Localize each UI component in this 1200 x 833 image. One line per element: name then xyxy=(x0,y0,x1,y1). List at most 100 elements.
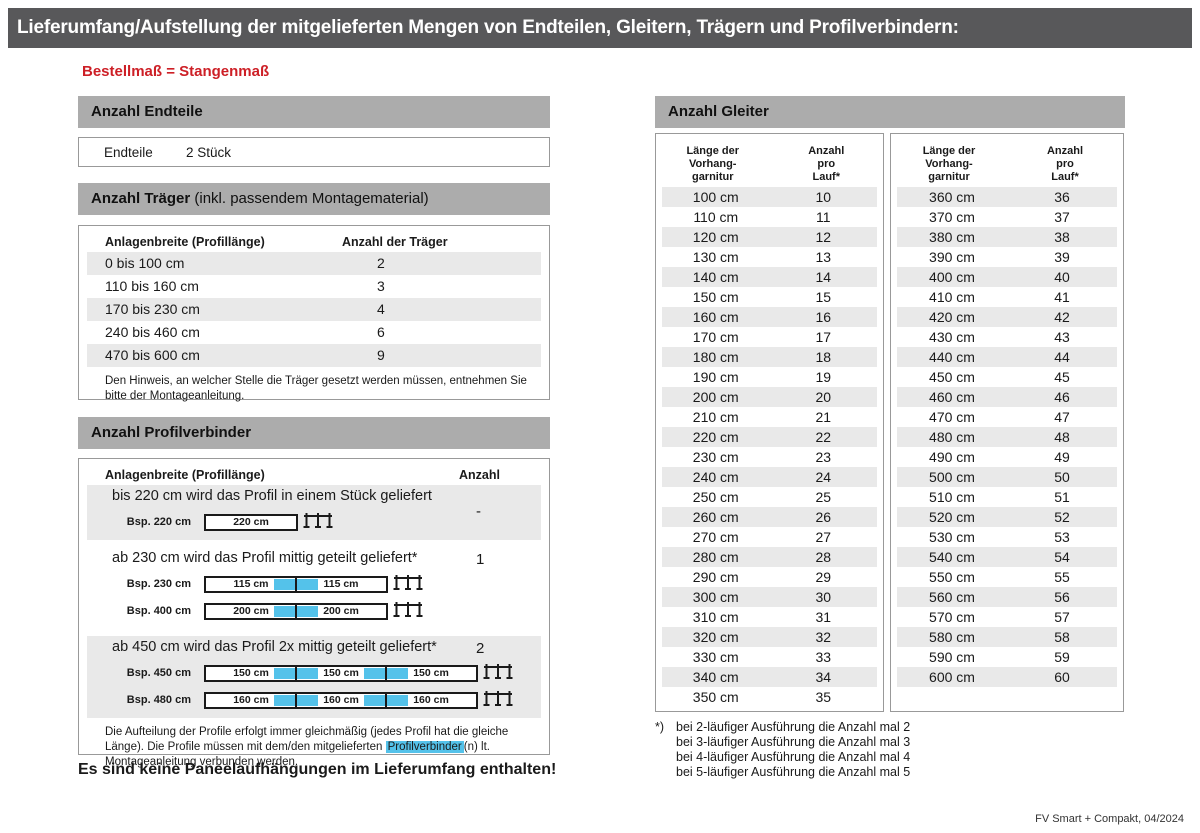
count-cell: 33 xyxy=(815,649,832,665)
gleiter-row: 560 cm 56 xyxy=(897,587,1117,607)
length-cell: 510 cm xyxy=(929,489,975,505)
traeger-rows: 0 bis 100 cm 2 110 bis 160 cm 3 170 bis 230 … xyxy=(87,252,541,367)
gleiter-row: 440 cm 44 xyxy=(897,347,1117,367)
gleiter-row: 190 cm 19 xyxy=(662,367,877,387)
gleiter-row: 210 cm 21 xyxy=(662,407,877,427)
count-cell: 30 xyxy=(815,589,832,605)
length-cell: 580 cm xyxy=(929,629,975,645)
example-label: Bsp. 400 cm xyxy=(126,605,191,617)
length-cell: 370 cm xyxy=(929,209,975,225)
gleiter-row: 350 cm 35 xyxy=(662,687,877,707)
length-cell: 120 cm xyxy=(692,229,739,245)
count-cell: 18 xyxy=(815,349,832,365)
length-cell: 330 cm xyxy=(692,649,739,665)
gleiter-row: 100 cm 10 xyxy=(662,187,877,207)
count-cell: 41 xyxy=(1054,289,1070,305)
section-title-profilverbinder: Anzahl Profilverbinder xyxy=(91,424,252,441)
count-cell: 3 xyxy=(377,278,385,294)
gleiter-row: 500 cm 50 xyxy=(897,467,1117,487)
count-cell: 9 xyxy=(377,347,385,363)
profile-bar: 220 cm xyxy=(204,513,298,531)
count-cell: 16 xyxy=(815,309,832,325)
count-cell: 22 xyxy=(815,429,832,445)
count-cell: 21 xyxy=(815,409,832,425)
gleiter-row: 460 cm 46 xyxy=(897,387,1117,407)
segment-label: 115 cm xyxy=(323,577,359,590)
profile-end-icon xyxy=(393,600,423,622)
joint-line xyxy=(295,577,297,591)
profile-bar: 150 cm 150 cm 150 cm xyxy=(204,664,478,682)
gleiter-row: 130 cm 13 xyxy=(662,247,877,267)
profile-description: bis 220 cm wird das Profil in einem Stüc… xyxy=(112,488,432,504)
traeger-note: Den Hinweis, an welcher Stelle die Träge… xyxy=(105,375,527,402)
count-cell: 42 xyxy=(1054,309,1070,325)
length-cell: 520 cm xyxy=(929,509,975,525)
count-cell: 15 xyxy=(815,289,832,305)
length-cell: 470 cm xyxy=(929,409,975,425)
length-cell: 420 cm xyxy=(929,309,975,325)
count-cell: 20 xyxy=(815,389,832,405)
count-cell: 49 xyxy=(1054,449,1070,465)
segment-label: 160 cm xyxy=(233,693,269,706)
range-cell: 470 bis 600 cm xyxy=(105,347,200,363)
profilverbinder-highlight: Profilverbinder xyxy=(385,741,464,753)
endteile-label: Endteile xyxy=(104,144,153,160)
length-cell: 560 cm xyxy=(929,589,975,605)
count-cell: 10 xyxy=(815,189,832,205)
count-cell: 4 xyxy=(377,301,385,317)
gleiter-row: 120 cm 12 xyxy=(662,227,877,247)
gleiter-row: 430 cm 43 xyxy=(897,327,1117,347)
count-cell: 27 xyxy=(815,529,832,545)
profilverbinder-count: - xyxy=(476,502,481,520)
profile-example: Bsp. 220 cm 220 cm xyxy=(87,511,541,533)
gleiter-row: 320 cm 32 xyxy=(662,627,877,647)
profilverbinder-count: 2 xyxy=(476,640,485,657)
gleiter-row: 380 cm 38 xyxy=(897,227,1117,247)
traeger-col2-header: Anzahl der Träger xyxy=(342,235,448,249)
segment-label: 220 cm xyxy=(233,515,269,528)
count-cell: 28 xyxy=(815,549,832,565)
length-cell: 230 cm xyxy=(692,449,739,465)
segment-label: 150 cm xyxy=(413,666,449,679)
count-cell: 11 xyxy=(815,209,831,225)
count-cell: 32 xyxy=(815,629,832,645)
gleiter-rows-2: 360 cm 36 370 cm 37 380 cm 38 390 cm 39 400 cm 40… xyxy=(891,187,1123,687)
count-cell: 45 xyxy=(1054,369,1070,385)
count-cell: 26 xyxy=(815,509,832,525)
length-cell: 490 cm xyxy=(929,449,975,465)
profile-end-icon xyxy=(483,662,513,684)
gleiter-row: 480 cm 48 xyxy=(897,427,1117,447)
count-cell: 50 xyxy=(1054,469,1070,485)
gleiter-col2-header: Anzahl pro Lauf* xyxy=(1046,145,1084,183)
profilverbinder-col2-header: Anzahl xyxy=(459,468,500,482)
gleiter-row: 260 cm 26 xyxy=(662,507,877,527)
gleiter-row: 530 cm 53 xyxy=(897,527,1117,547)
footnote-marker xyxy=(655,735,676,750)
profilverbinder-col1-header: Anlagenbreite (Profillänge) xyxy=(105,468,265,482)
page-title: Lieferumfang/Aufstellung der mitgeliefer… xyxy=(17,17,959,38)
gleiter-row: 250 cm 25 xyxy=(662,487,877,507)
count-cell: 2 xyxy=(377,255,385,271)
gleiter-row: 370 cm 37 xyxy=(897,207,1117,227)
endteile-value: 2 Stück xyxy=(186,144,232,160)
count-cell: 14 xyxy=(815,269,832,285)
section-title-traeger: Anzahl Träger xyxy=(91,190,191,207)
gleiter-table-2-header: Länge der Vorhang-garnitur Anzahl pro Lauf* xyxy=(891,142,1123,187)
count-cell: 60 xyxy=(1054,669,1070,685)
length-cell: 350 cm xyxy=(692,689,739,705)
gleiter-row: 590 cm 59 xyxy=(897,647,1117,667)
length-cell: 280 cm xyxy=(692,549,739,565)
footnote-marker xyxy=(655,765,676,780)
count-cell: 23 xyxy=(815,449,832,465)
count-cell: 54 xyxy=(1054,549,1070,565)
count-cell: 13 xyxy=(815,249,832,265)
footnote-text: bei 5-läufiger Ausführung die Anzahl mal… xyxy=(676,765,911,779)
subtitle-bestellmass: Bestellmaß = Stangenmaß xyxy=(82,63,270,80)
profile-example: Bsp. 230 cm 115 cm 115 cm xyxy=(87,573,541,595)
length-cell: 570 cm xyxy=(929,609,975,625)
length-cell: 550 cm xyxy=(929,569,975,585)
count-cell: 38 xyxy=(1054,229,1070,245)
segment-label: 160 cm xyxy=(323,693,359,706)
document-footer: FV Smart + Compakt, 04/2024 xyxy=(1035,813,1184,825)
length-cell: 290 cm xyxy=(692,569,739,585)
